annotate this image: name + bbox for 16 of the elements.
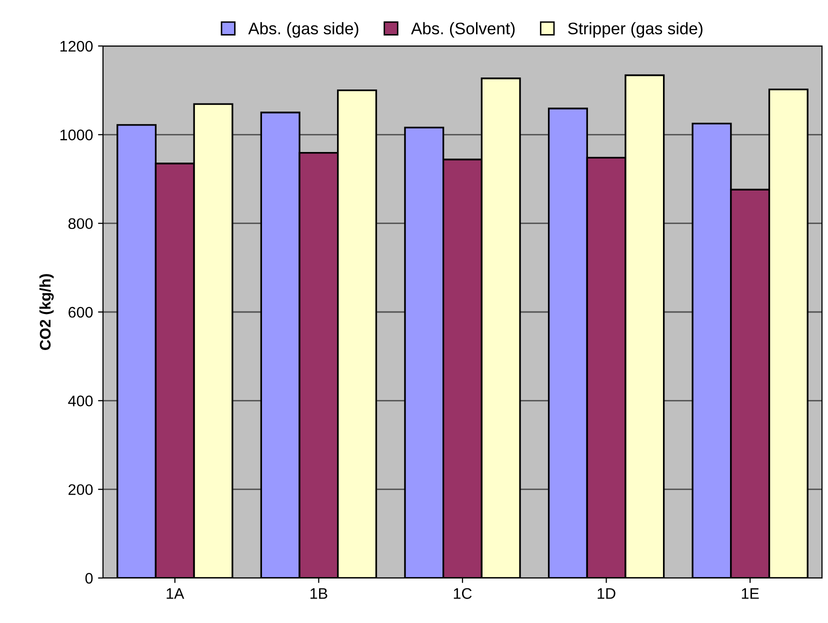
y-tick-label: 0 bbox=[85, 572, 93, 584]
legend-label: Abs. (gas side) bbox=[248, 22, 358, 38]
y-tick-label: 800 bbox=[68, 218, 93, 230]
y-tick-label: 1000 bbox=[60, 130, 93, 140]
y-tick-label: 1200 bbox=[60, 40, 93, 52]
y-tick-label: 200 bbox=[68, 484, 93, 496]
legend-label: Stripper (gas side) bbox=[568, 22, 702, 38]
x-tick-label: 1C bbox=[454, 588, 472, 599]
x-tick-label: 1B bbox=[310, 588, 328, 599]
y-tick-label: 400 bbox=[68, 396, 93, 406]
y-tick-label: 600 bbox=[68, 306, 93, 318]
legend-label: Abs. (Solvent) bbox=[411, 22, 515, 38]
x-tick-label: 1E bbox=[742, 588, 759, 599]
y-axis-title: CO2 (kg/h) bbox=[39, 274, 54, 350]
x-tick-label: 1D bbox=[598, 588, 616, 599]
x-tick-label: 1A bbox=[166, 588, 184, 599]
